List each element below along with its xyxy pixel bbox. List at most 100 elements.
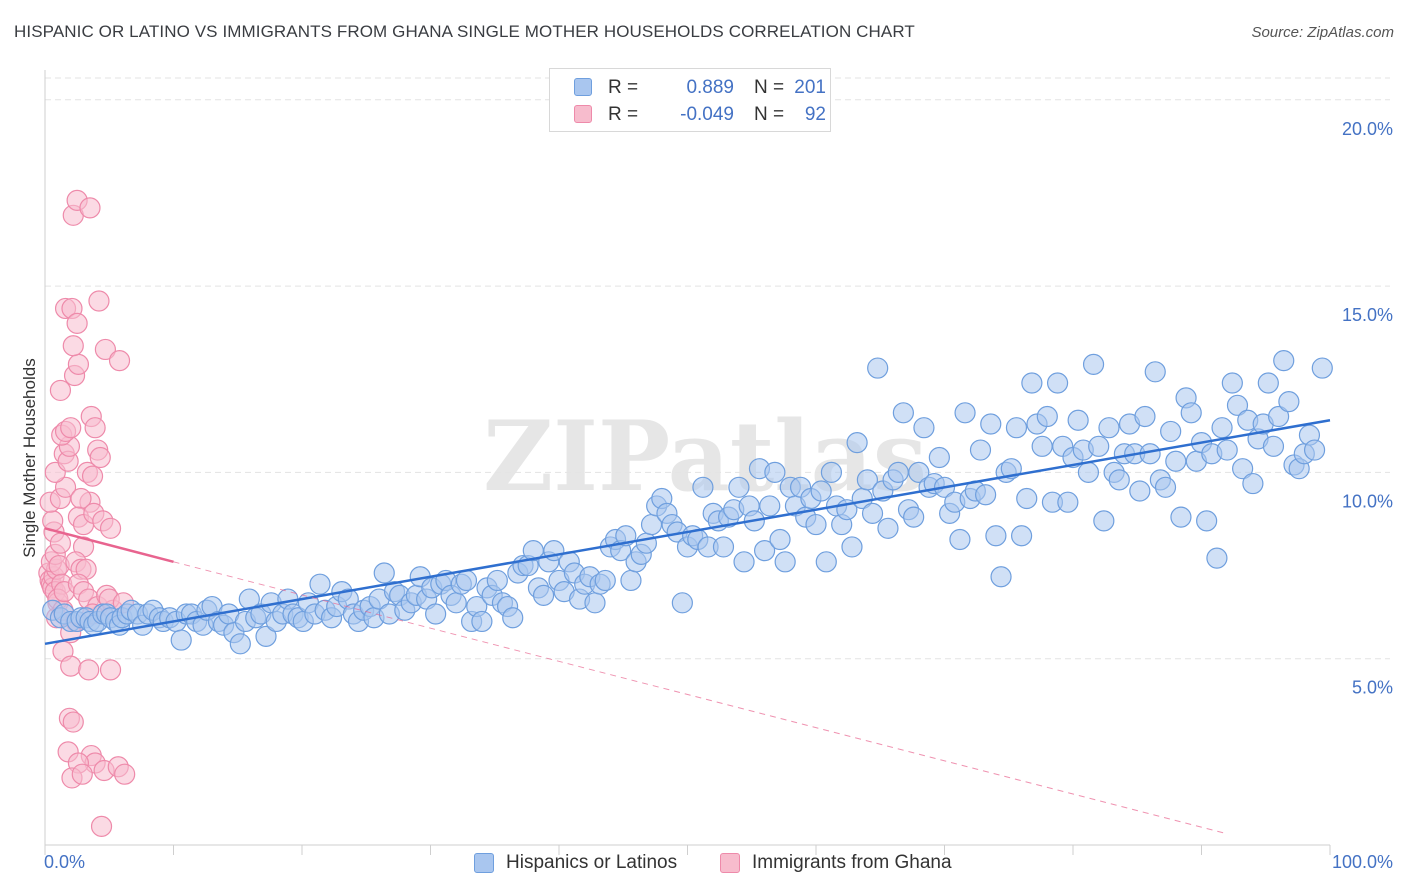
bottom-legend-label-ghana: Immigrants from Ghana <box>752 852 952 873</box>
y-tick-label: 15.0% <box>1342 305 1393 325</box>
hispanic-point <box>913 417 935 439</box>
hispanic-point <box>1196 510 1218 532</box>
hispanic-point <box>969 439 992 461</box>
hispanic-trend-line <box>44 419 1331 646</box>
hispanic-point <box>1303 439 1326 461</box>
hispanic-point <box>1170 506 1192 528</box>
hispanic-point <box>1005 417 1028 439</box>
ghana-point <box>49 379 72 402</box>
ghana-point <box>66 312 88 334</box>
hispanic-point <box>1031 435 1053 457</box>
legend-n-value: 201 <box>794 77 826 98</box>
hispanic-point <box>229 633 251 655</box>
hispanic-point <box>1160 420 1182 443</box>
legend-n-value: 92 <box>804 104 826 125</box>
hispanic-point <box>764 461 786 484</box>
ghana-point <box>84 417 106 439</box>
hispanic-point <box>635 532 657 554</box>
hispanic-point <box>903 506 925 528</box>
hispanic-point <box>841 536 863 558</box>
hispanic-point <box>810 480 832 502</box>
hispanic-point <box>769 528 791 551</box>
ghana-point <box>71 763 93 785</box>
hispanic-point <box>759 495 781 517</box>
legend-r-value: -0.049 <box>680 104 734 125</box>
hispanic-point <box>584 592 606 614</box>
stats-legend: R = 0.889 N = 201 R = -0.049 N = 92 <box>549 68 831 132</box>
hispanic-point <box>1267 405 1290 428</box>
hispanic-point <box>373 562 395 584</box>
ghana-point <box>108 350 131 372</box>
hispanic-point <box>877 517 899 539</box>
hispanic-point <box>1206 547 1228 569</box>
ghana-point <box>78 659 100 681</box>
ghana-point <box>88 290 110 312</box>
hispanic-point <box>1278 391 1300 413</box>
hispanic-point <box>1108 469 1130 491</box>
hispanic-point <box>1165 450 1187 472</box>
hispanic-point <box>867 357 889 379</box>
hispanic-point <box>990 566 1012 588</box>
hispanic-point <box>1232 458 1254 480</box>
hispanic-point <box>1046 372 1069 394</box>
hispanic-point <box>774 551 796 573</box>
hispanic-point <box>1036 405 1058 428</box>
ghana-point <box>62 711 84 733</box>
hispanic-point <box>471 610 493 633</box>
legend-swatch-ghana <box>574 105 592 123</box>
hispanic-point <box>954 402 976 424</box>
trend-lines <box>44 419 1331 835</box>
ghana-point <box>62 335 84 357</box>
ghana-point <box>60 417 82 439</box>
axes <box>44 70 1331 855</box>
hispanic-point <box>1057 491 1079 513</box>
y-tick-label: 5.0% <box>1352 678 1393 698</box>
hispanic-point <box>1144 361 1166 383</box>
ghana-point <box>54 476 77 498</box>
y-tick-label: 20.0% <box>1342 119 1393 139</box>
hispanic-point <box>1129 480 1151 502</box>
hispanic-point <box>805 513 827 536</box>
hispanic-point <box>1216 439 1238 461</box>
legend-n-label: N = <box>754 104 785 125</box>
hispanic-point <box>861 502 884 524</box>
hispanic-point <box>1077 461 1100 484</box>
ghana-point <box>94 338 116 361</box>
ghana-trend-line <box>44 527 174 564</box>
hispanic-point <box>1021 372 1043 394</box>
hispanic-point <box>1311 357 1333 379</box>
ghana-point <box>99 517 122 539</box>
hispanic-point <box>1082 353 1105 375</box>
hispanic-point <box>892 402 914 424</box>
ghana-points <box>38 189 136 837</box>
hispanic-point <box>532 584 555 606</box>
hispanic-point <box>1242 472 1264 495</box>
hispanic-point <box>1262 435 1285 457</box>
hispanic-point <box>846 431 868 454</box>
hispanic-point <box>1067 409 1089 431</box>
hispanic-point <box>309 573 331 595</box>
bottom-legend-swatch-ghana <box>720 853 740 873</box>
legend-swatch-hispanic <box>574 78 592 96</box>
hispanic-point <box>1016 487 1038 510</box>
ghana-point <box>114 763 136 785</box>
hispanic-point <box>425 603 447 625</box>
hispanic-point <box>1010 525 1033 547</box>
ghana-trend-extension <box>173 561 1228 835</box>
hispanic-point <box>980 413 1002 435</box>
y-tick-label: 10.0% <box>1342 491 1393 511</box>
hispanic-point <box>1257 372 1279 394</box>
hispanic-point <box>1211 417 1233 439</box>
legend-n-label: N = <box>754 77 785 98</box>
hispanic-point <box>712 536 735 558</box>
hispanic-point <box>908 461 930 484</box>
hispanic-point <box>856 469 879 491</box>
hispanic-point <box>445 592 467 614</box>
hispanic-point <box>728 476 750 498</box>
hispanic-point <box>594 569 616 592</box>
bottom-legend-label-hispanic: Hispanics or Latinos <box>506 852 678 873</box>
hispanic-point <box>985 525 1007 547</box>
ghana-point <box>90 815 113 837</box>
hispanic-point <box>692 476 714 498</box>
hispanic-point <box>1226 394 1249 416</box>
